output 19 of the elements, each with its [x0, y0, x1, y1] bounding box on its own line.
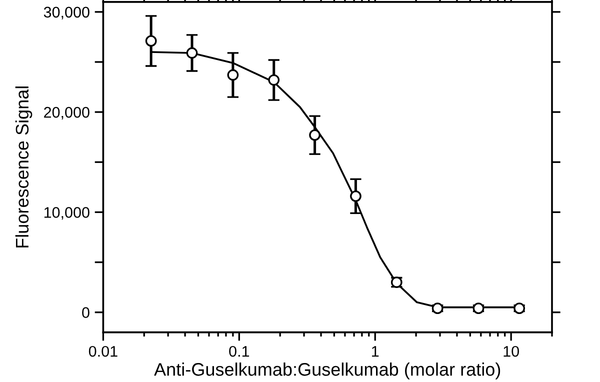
y-tick-label: 10,000	[44, 207, 90, 220]
y-tick-label: 0	[82, 307, 90, 318]
point	[350, 190, 362, 202]
point	[432, 302, 444, 314]
x-tick-label: 10	[504, 346, 519, 357]
point	[472, 302, 484, 314]
point	[514, 302, 526, 314]
y-tick-label: 30,000	[44, 6, 90, 20]
point	[186, 47, 198, 59]
point	[145, 35, 157, 47]
y-tick-label: 20,000	[44, 106, 90, 120]
y-axis-title: Fluorescence Signal	[15, 86, 32, 248]
point	[268, 74, 280, 86]
x-tick-label: 0.01	[88, 346, 118, 357]
x-axis-title: Anti-Guselkumab:Guselkumab (molar ratio)	[154, 362, 500, 380]
x-tick-label: 0.1	[229, 346, 250, 357]
x-tick-label: 1	[372, 346, 379, 357]
point	[309, 129, 320, 141]
point	[227, 69, 239, 81]
